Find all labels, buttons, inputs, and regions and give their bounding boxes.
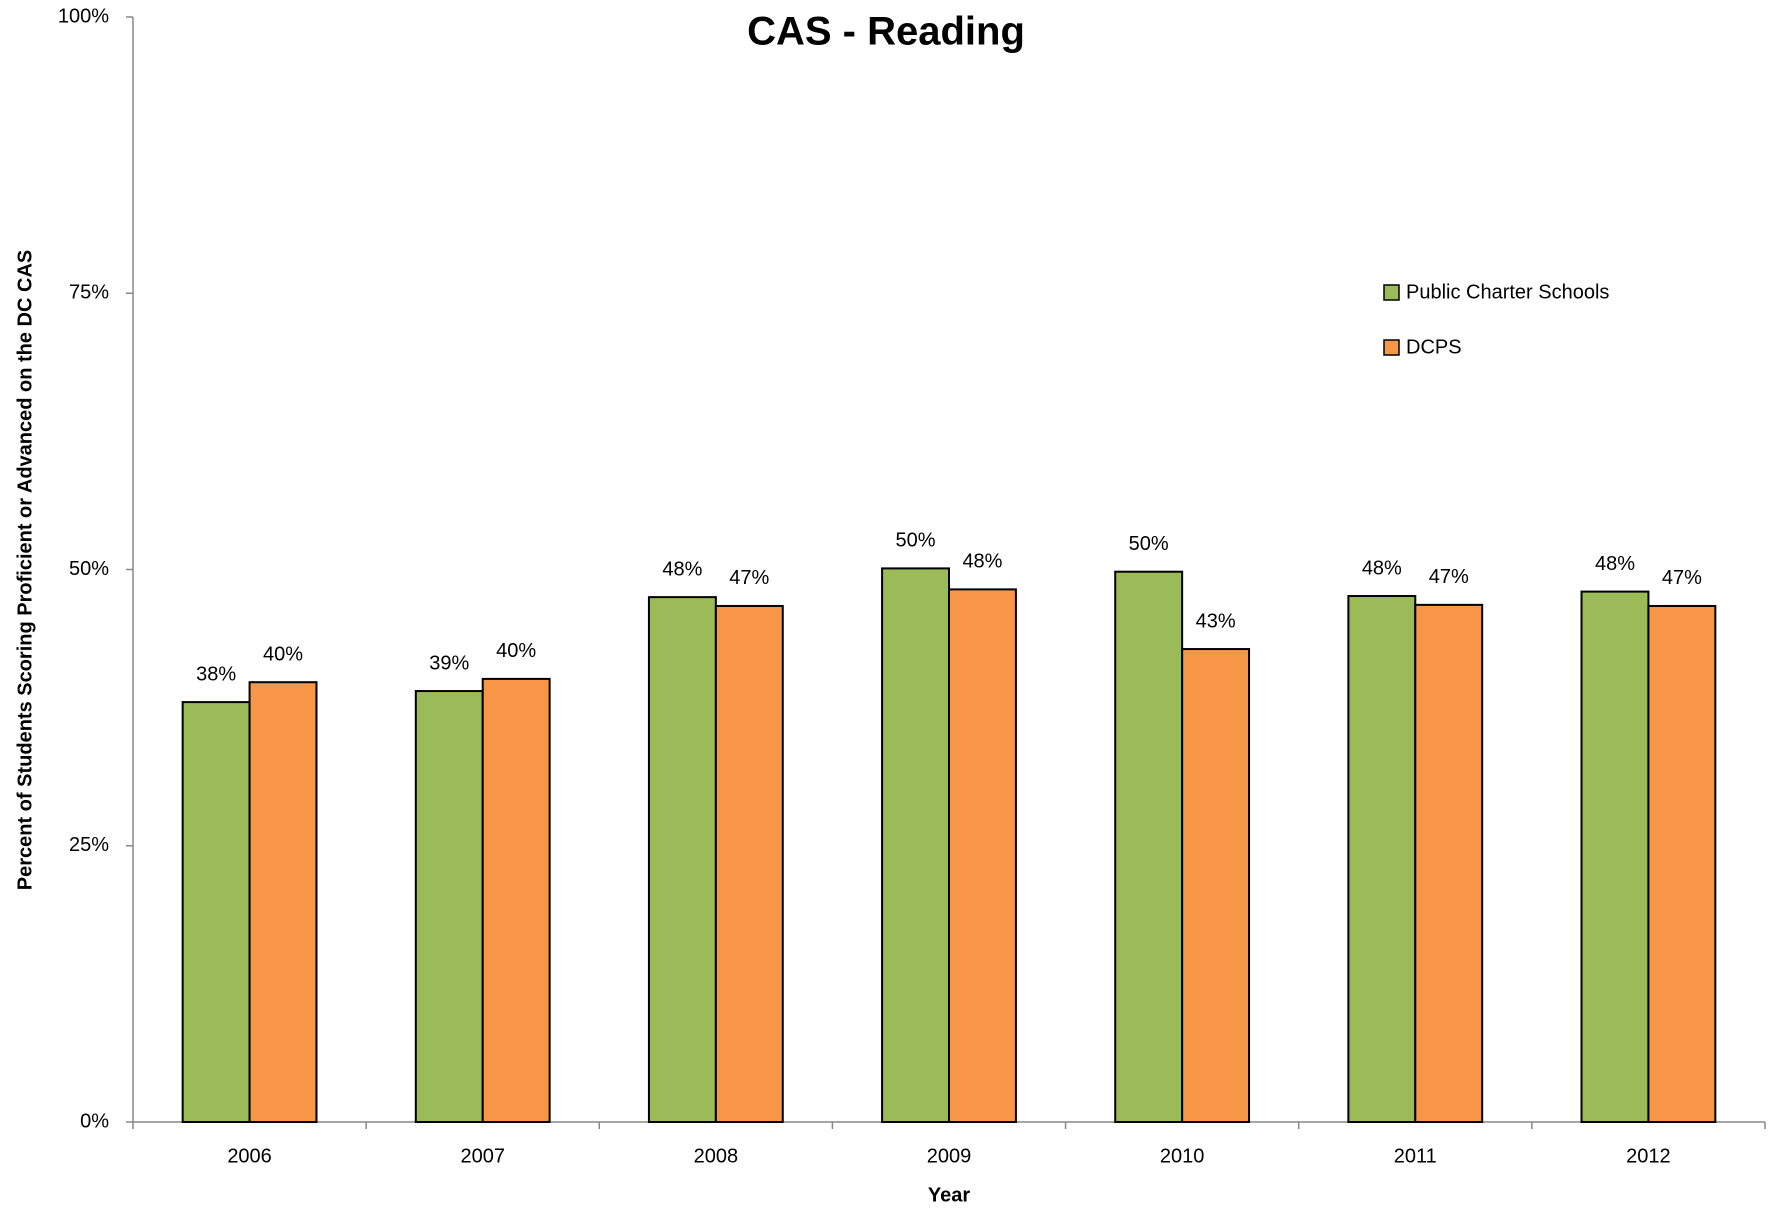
value-label: 48% [1362,557,1402,579]
bar [1347,595,1417,1123]
bar [881,567,951,1123]
bar [248,681,318,1124]
bar [948,588,1017,1123]
value-label: 47% [729,567,769,589]
bar [1647,604,1717,1123]
bar [1414,603,1484,1123]
value-label: 48% [662,558,702,580]
legend-swatch [1383,339,1400,356]
value-label: 40% [263,643,303,665]
bar [647,596,717,1123]
y-tick-label: 0% [80,1110,109,1132]
chart-title: CAS - Reading [747,10,1025,54]
x-tick-label: 2007 [460,1145,505,1167]
bar [1181,648,1251,1123]
x-axis-title: Year [928,1184,970,1206]
value-label: 39% [429,652,469,674]
bar [1114,570,1184,1123]
y-tick-label: 100% [58,5,109,27]
bar [481,677,551,1124]
value-label: 50% [896,530,936,552]
legend-label: DCPS [1406,336,1462,358]
x-tick-label: 2006 [227,1145,272,1167]
value-label: 48% [962,551,1002,573]
y-tick-label: 50% [69,558,109,580]
x-tick-label: 2011 [1394,1145,1437,1167]
value-label: 47% [1662,567,1702,589]
bar [181,701,251,1123]
value-label: 50% [1129,533,1169,555]
value-label: 43% [1196,610,1236,632]
x-tick-label: 2012 [1626,1145,1671,1167]
y-tick-label: 75% [69,282,109,304]
value-label: 40% [496,640,536,662]
value-label: 48% [1595,553,1635,575]
value-label: 47% [1429,566,1469,588]
bar [1580,590,1650,1123]
bar [414,690,484,1123]
legend-label: Public Charter Schools [1406,281,1609,303]
bar [714,604,784,1123]
x-tick-label: 2009 [927,1145,972,1167]
legend-swatch [1383,284,1400,301]
y-tick-label: 25% [69,834,109,856]
y-axis-title: Percent of Students Scoring Proficient o… [14,250,36,890]
x-tick-label: 2008 [694,1145,739,1167]
x-tick-label: 2010 [1160,1145,1205,1167]
value-label: 38% [196,663,236,685]
